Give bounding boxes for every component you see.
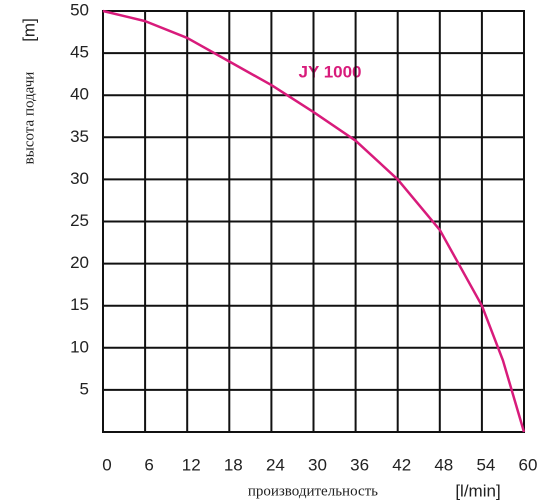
y-axis-label: высота подачи	[21, 72, 37, 165]
x-tick-label: 6	[144, 455, 153, 474]
x-tick-label: 48	[434, 455, 453, 474]
x-axis-unit: [l/min]	[455, 481, 500, 500]
y-axis-unit: [m]	[19, 18, 38, 42]
x-tick-label: 18	[224, 455, 243, 474]
y-tick-label: 45	[70, 43, 89, 62]
y-tick-label: 35	[70, 127, 89, 146]
x-tick-label: 24	[266, 455, 285, 474]
curve	[102, 9, 526, 433]
y-tick-label: 40	[70, 85, 89, 104]
y-tick-label: 20	[70, 253, 89, 272]
x-tick-label: 0	[102, 455, 111, 474]
x-tick-label: 12	[182, 455, 201, 474]
x-tick-label: 30	[308, 455, 327, 474]
y-tick-label: 15	[70, 295, 89, 314]
y-tick-label: 30	[70, 169, 89, 188]
x-tick-label: 54	[476, 455, 495, 474]
y-tick-label: 10	[70, 337, 89, 356]
annotation: JY 1000	[298, 62, 361, 81]
y-tick-label: 25	[70, 211, 89, 230]
x-axis-label: производительность	[248, 483, 378, 499]
y-tick-label: 5	[80, 379, 89, 398]
x-tick-label: 36	[350, 455, 369, 474]
x-tick-label: 60	[519, 455, 538, 474]
y-tick-label: 50	[70, 0, 89, 19]
x-tick-label: 42	[392, 455, 411, 474]
